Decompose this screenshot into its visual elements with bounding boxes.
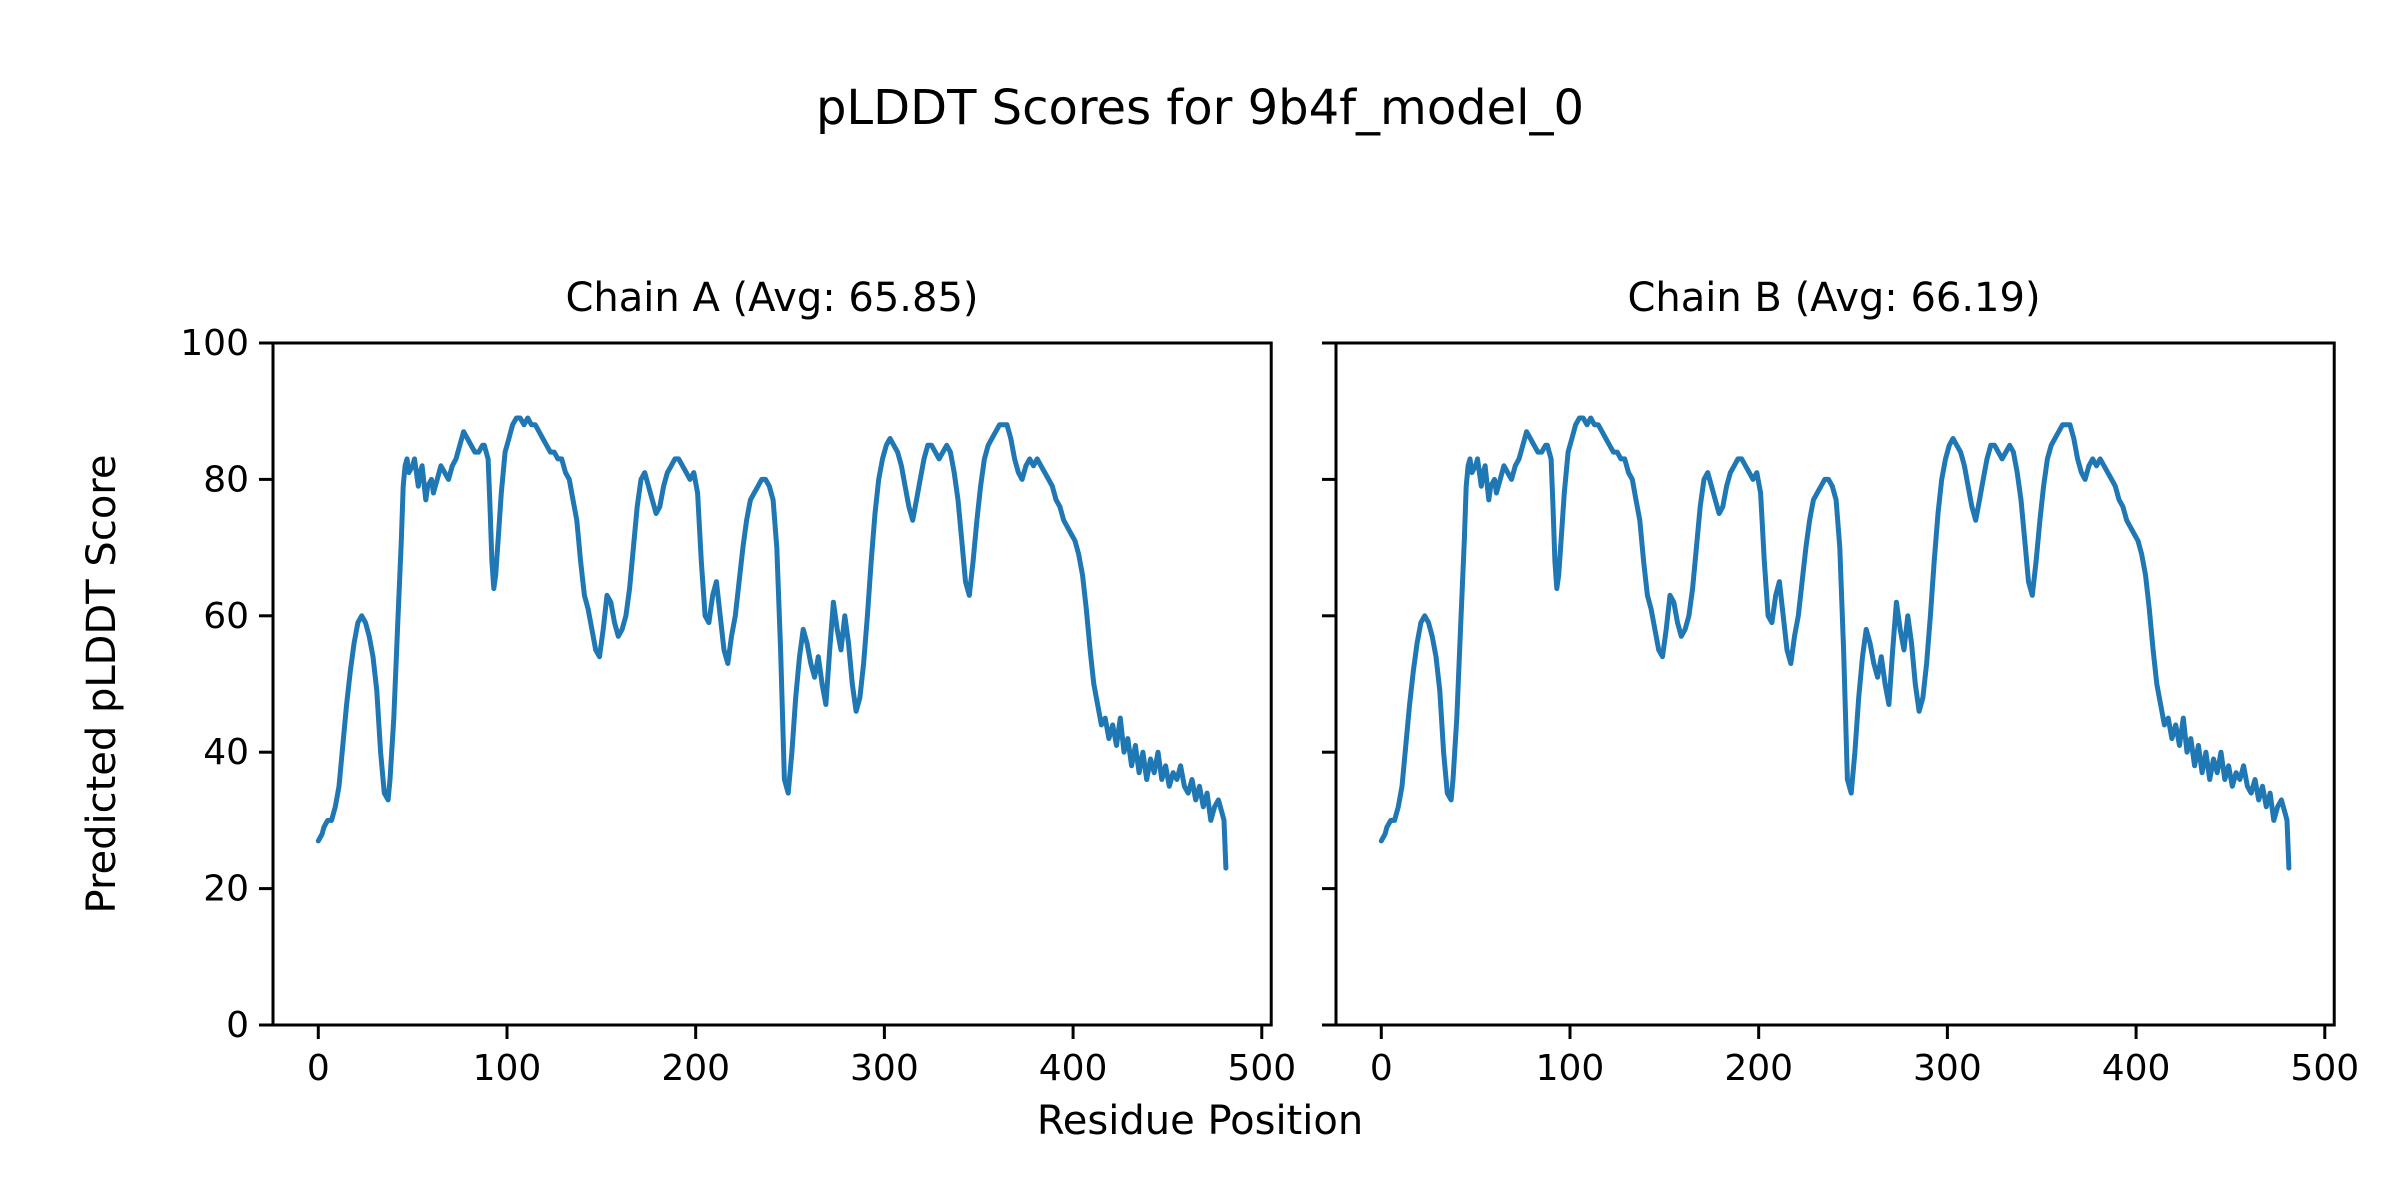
figure-title: pLDDT Scores for 9b4f_model_0 (815, 80, 1585, 136)
x-tick-label: 0 (1370, 1048, 1393, 1089)
x-tick-label: 400 (2102, 1048, 2171, 1089)
y-tick-label: 0 (226, 1005, 249, 1046)
x-tick-label: 300 (1913, 1048, 1982, 1089)
x-tick-label: 200 (1724, 1048, 1793, 1089)
x-tick-label: 100 (473, 1048, 542, 1089)
plot-frame-chain-a (271, 341, 1273, 1027)
x-tick-label: 500 (1227, 1048, 1296, 1089)
y-tick-label: 100 (180, 323, 249, 364)
y-tick-label: 40 (203, 732, 249, 773)
x-tick-label: 0 (307, 1048, 330, 1089)
plddt-line-chain-a (315, 415, 1229, 871)
x-tick-label: 100 (1536, 1048, 1605, 1089)
plot-frame-chain-b (1334, 341, 2336, 1027)
y-tick-label: 80 (203, 459, 249, 500)
chain-b-subplot-title: Chain B (Avg: 66.19) (1627, 275, 2041, 321)
x-tick-label: 300 (850, 1048, 919, 1089)
chain-a-subplot-title: Chain A (Avg: 65.85) (565, 275, 979, 321)
y-tick-label: 60 (203, 596, 249, 637)
x-tick-label: 500 (2290, 1048, 2359, 1089)
x-tick-label: 400 (1039, 1048, 1108, 1089)
y-tick-label: 20 (203, 869, 249, 910)
x-axis-label: Residue Position (1036, 1098, 1364, 1144)
plddt-line-chain-b (1378, 415, 2292, 871)
x-tick-label: 200 (661, 1048, 730, 1089)
